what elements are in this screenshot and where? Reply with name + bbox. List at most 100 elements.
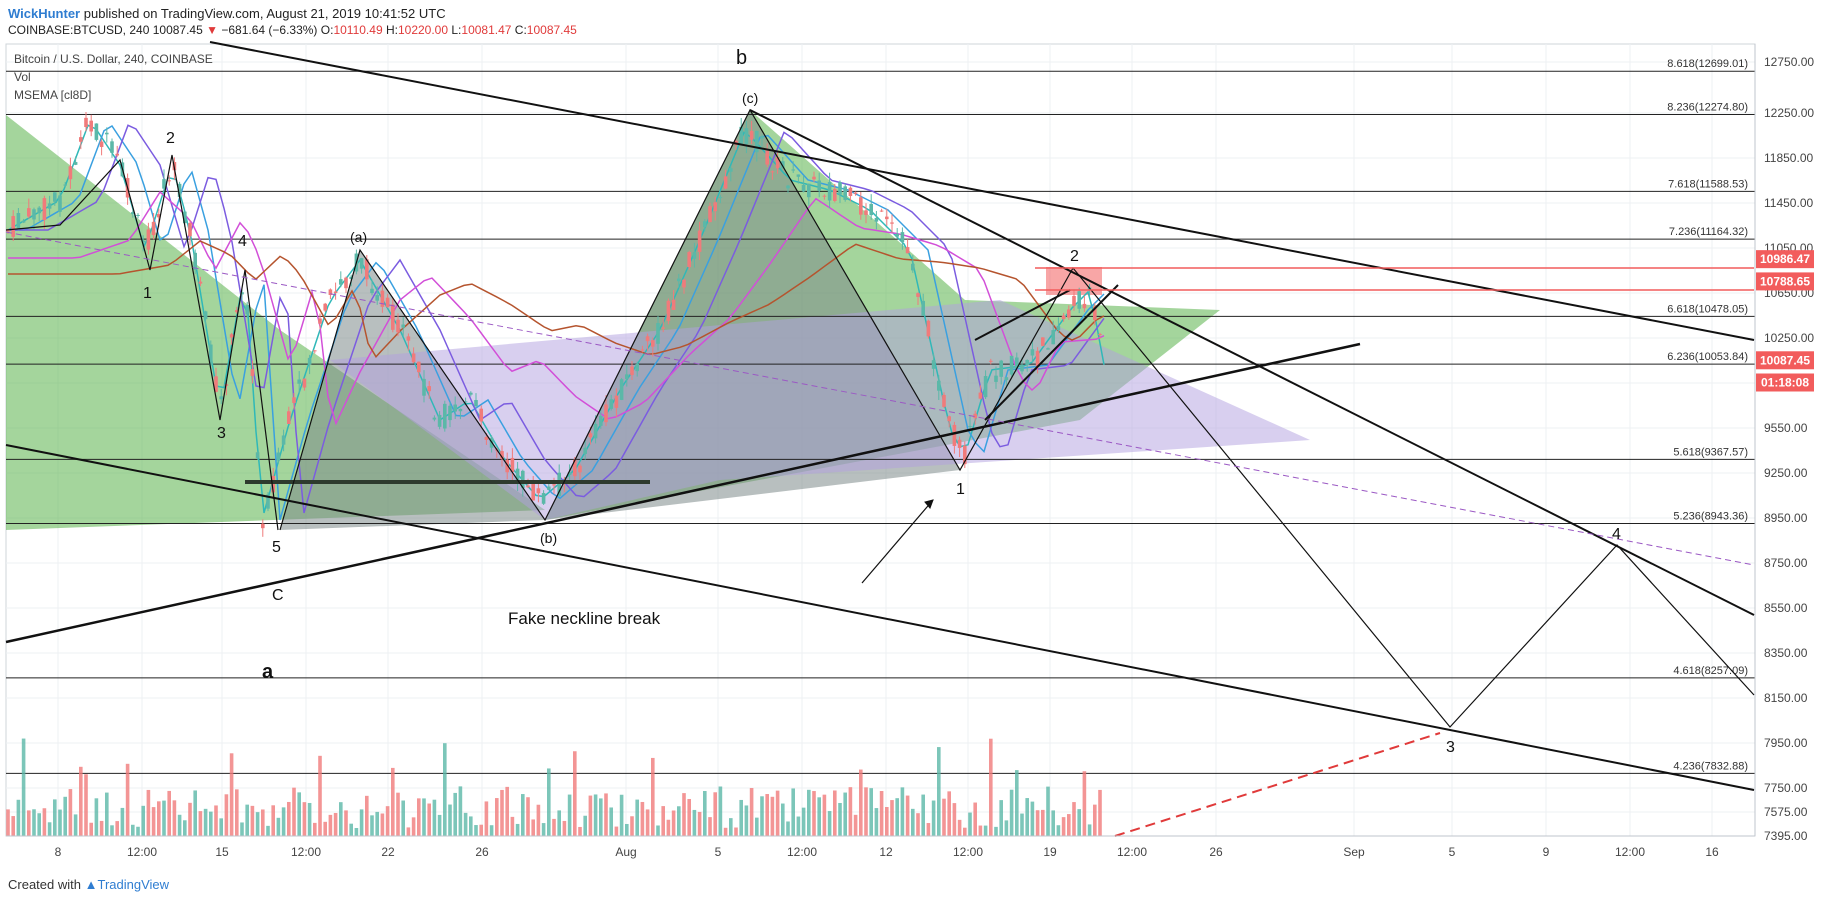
candle-body [89, 120, 93, 132]
candle-body [157, 214, 161, 218]
volume-bar [255, 812, 260, 836]
volume-bar [406, 827, 411, 836]
candle-body [869, 204, 873, 216]
price-tag-label: 10788.65 [1760, 274, 1810, 288]
time-axis[interactable]: 8 12:00 15 12:00 22 26 Aug 5 12:00 12 12:00 19 12:00… [55, 845, 1719, 859]
time-tick-label: Aug [615, 845, 636, 859]
candle-body [822, 195, 827, 197]
volume-bar [968, 812, 972, 836]
candle-body [385, 297, 390, 307]
candle-body [593, 423, 598, 439]
volume-bar [536, 804, 541, 836]
wave-label: 5 [272, 539, 281, 556]
wave-label: 4 [1612, 526, 1621, 543]
price-tick-label: 9550.00 [1764, 421, 1808, 435]
author-link[interactable]: WickHunter [8, 6, 81, 21]
volume-bar [183, 820, 187, 836]
candle-body [614, 395, 619, 408]
volume-bar [84, 774, 88, 836]
volume-bar [68, 789, 73, 836]
volume-bar [931, 800, 936, 836]
candle-body [957, 439, 962, 448]
volume-bar [1098, 789, 1102, 836]
candle-body [58, 195, 62, 212]
candle-body [1035, 350, 1040, 367]
volume-bar [1061, 817, 1066, 836]
candle-body [926, 320, 931, 337]
candle-body [1098, 333, 1102, 335]
price-tag-bg [1756, 250, 1814, 269]
tradingview-logo-icon[interactable]: ▲ [84, 877, 98, 892]
volume-bar [125, 763, 130, 836]
candle-body [349, 276, 353, 280]
volume-bar [911, 808, 915, 836]
volume-bar [744, 805, 749, 836]
volume-bar [219, 818, 223, 836]
candle-body [422, 378, 426, 396]
tradingview-link[interactable]: TradingView [97, 877, 170, 892]
price-tag-bg [1756, 373, 1814, 392]
candle-body [370, 288, 374, 294]
candle-body [807, 183, 811, 198]
volume-bar [271, 805, 275, 836]
volume-bar [89, 822, 93, 836]
volume-bar [79, 766, 83, 836]
candle-body [770, 171, 775, 173]
candle-body [619, 379, 624, 400]
candle-body [406, 336, 411, 341]
volume-bar [973, 802, 977, 836]
volume-bar [656, 825, 660, 836]
volume-bar [1004, 820, 1009, 836]
volume-bar [661, 806, 665, 836]
candle-body [1067, 309, 1071, 318]
volume-bar [541, 823, 546, 836]
volume-bar [1067, 814, 1071, 836]
fib-label: 6.618(10478.05) [1667, 303, 1748, 315]
candle-body [276, 452, 281, 461]
volume-bar [692, 809, 697, 836]
volume-bar [890, 800, 894, 836]
volume-bar [6, 809, 10, 836]
annotation-text: Fake neckline break [508, 609, 661, 628]
volume-bar [307, 802, 312, 836]
volume-bar [567, 794, 572, 836]
volume-bar [614, 826, 619, 836]
volume-bar [209, 811, 213, 836]
volume-bar [245, 804, 249, 836]
candle-body [718, 197, 723, 199]
volume-bar [1025, 798, 1029, 836]
volume-bar [21, 738, 26, 836]
volume-bar [942, 798, 946, 836]
volume-bar [817, 797, 821, 836]
price-tag-label: 10087.45 [1760, 353, 1810, 367]
candle-body [630, 366, 634, 376]
candle-body [1093, 306, 1097, 321]
price-tick-label: 9250.00 [1764, 466, 1808, 480]
volume-bar [63, 796, 67, 836]
candle-body [1056, 326, 1061, 331]
volume-bar [396, 792, 400, 836]
price-axis[interactable]: 12750.0012250.0011850.0011450.0011050.00… [1764, 55, 1814, 843]
wave-label: 2 [166, 130, 175, 147]
volume-bar [110, 825, 114, 836]
candle-body [110, 141, 114, 153]
volume-bar [42, 808, 47, 836]
volume-bar [604, 793, 608, 836]
candle-body [973, 413, 977, 419]
candle-body [469, 392, 473, 395]
volume-bar [427, 803, 431, 836]
close-label: C: [514, 23, 527, 37]
fib-levels: 8.618(12699.01) 8.236(12274.80) 7.618(1158… [6, 58, 1755, 774]
volume-bar [193, 790, 197, 836]
price-change: −681.64 (−6.33%) [221, 23, 318, 37]
volume-bar [458, 786, 463, 836]
volume-bar [994, 826, 998, 836]
candle-body [458, 408, 463, 412]
candle-body [1072, 295, 1076, 306]
indicator-msema: MSEMA [cl8D] [14, 88, 91, 102]
candle-body [323, 303, 327, 311]
candle-body [297, 379, 301, 384]
volume-bar [827, 811, 832, 836]
lower-channel [5, 444, 1755, 791]
